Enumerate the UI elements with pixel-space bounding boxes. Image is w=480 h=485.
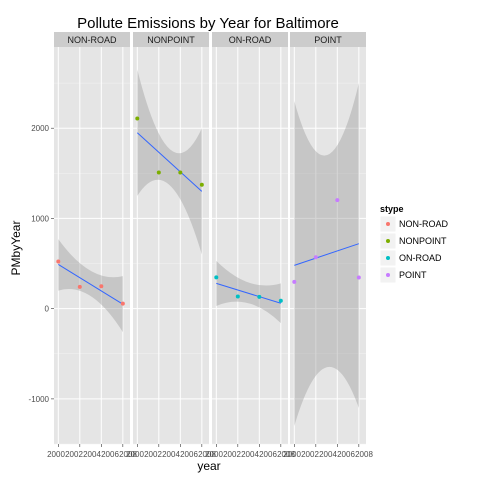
x-tick-label: 2002	[65, 450, 83, 459]
x-tick-label: 2000	[205, 450, 223, 459]
confidence-band	[216, 260, 281, 324]
x-tick-label: 2006	[101, 450, 119, 459]
x-tick-label: 2008	[198, 450, 216, 459]
panel-strip	[133, 32, 209, 47]
data-point	[135, 116, 140, 121]
panel-strip-label: NON-ROAD	[68, 35, 117, 45]
data-point	[235, 294, 240, 299]
x-tick-label: 2000	[126, 450, 144, 459]
legend: stype NON-ROAD NONPOINT ON-ROAD POINT	[379, 204, 448, 284]
y-tick-label: 2000	[31, 124, 49, 133]
x-tick-label: 2000	[283, 450, 301, 459]
legend-label: NONPOINT	[399, 236, 447, 246]
panel-strip-label: ON-ROAD	[229, 35, 272, 45]
panel-background	[54, 47, 130, 444]
data-point	[178, 170, 183, 175]
data-point	[77, 284, 82, 289]
panel-strip-label: NONPOINT	[147, 35, 195, 45]
panel-non-road: NON-ROAD 2000 2002 2004 2006 2008	[47, 32, 137, 459]
y-axis-label: PMbyYear	[9, 221, 23, 276]
fit-line	[294, 243, 359, 266]
data-point	[156, 170, 161, 175]
fit-line	[58, 264, 124, 305]
data-point	[335, 198, 340, 203]
y-tick-label: 0	[45, 305, 50, 314]
x-tick-label: 2004	[83, 450, 101, 459]
y-axis: -1000 0 1000 2000	[29, 124, 54, 404]
x-tick-label: 2006	[337, 450, 355, 459]
legend-item: NONPOINT	[379, 232, 447, 250]
legend-key-point	[386, 239, 390, 243]
data-point	[292, 279, 297, 284]
legend-title: stype	[380, 204, 404, 214]
data-point	[56, 259, 61, 264]
x-axis-label: year	[197, 459, 220, 473]
data-point	[214, 275, 219, 280]
data-point	[356, 275, 361, 280]
panel-strip	[54, 32, 130, 47]
legend-key-point	[386, 256, 390, 260]
x-tick-label: 2008	[119, 450, 137, 459]
x-tick-label: 2000	[47, 450, 65, 459]
legend-label: POINT	[399, 270, 427, 280]
legend-label: NON-ROAD	[399, 219, 448, 229]
x-tick-label: 2002	[223, 450, 241, 459]
x-tick-label: 2008	[355, 450, 373, 459]
panel-nonpoint: NONPOINT 2000 2002 2004 2006 2008	[126, 32, 216, 459]
x-tick-label: 2002	[301, 450, 319, 459]
x-tick-label: 2004	[241, 450, 259, 459]
x-tick-label: 2002	[144, 450, 162, 459]
legend-item: NON-ROAD	[379, 215, 448, 233]
confidence-band	[58, 239, 123, 333]
y-tick-label: 1000	[31, 214, 49, 223]
x-tick-label: 2006	[259, 450, 277, 459]
fit-line	[136, 132, 203, 192]
panel-strip	[290, 32, 366, 47]
panel-strip	[212, 32, 288, 47]
x-tick-label: 2006	[180, 450, 198, 459]
panel-background	[133, 47, 209, 444]
fit-line	[216, 282, 281, 304]
data-point	[257, 294, 262, 299]
legend-item: ON-ROAD	[379, 249, 442, 267]
panel-on-road: ON-ROAD 2000 2002 2004 2006 2008	[205, 32, 295, 459]
y-tick-label: -1000	[29, 395, 50, 404]
data-point	[313, 255, 318, 260]
legend-item: POINT	[379, 266, 427, 284]
panel-strip-label: POINT	[314, 35, 342, 45]
x-tick-label: 2004	[162, 450, 180, 459]
legend-label: ON-ROAD	[399, 253, 442, 263]
chart-title: Pollute Emissions by Year for Baltimore	[77, 15, 339, 32]
legend-key-point	[386, 273, 390, 277]
data-point	[99, 284, 104, 289]
data-point	[120, 301, 125, 306]
legend-key-point	[386, 222, 390, 226]
panel-background	[212, 47, 288, 444]
data-point	[278, 298, 283, 303]
panel-point: POINT 2000 2002 2004 2006 2008	[283, 32, 373, 459]
x-tick-label: 2004	[319, 450, 337, 459]
x-tick-label: 2008	[277, 450, 295, 459]
data-point	[199, 182, 204, 187]
